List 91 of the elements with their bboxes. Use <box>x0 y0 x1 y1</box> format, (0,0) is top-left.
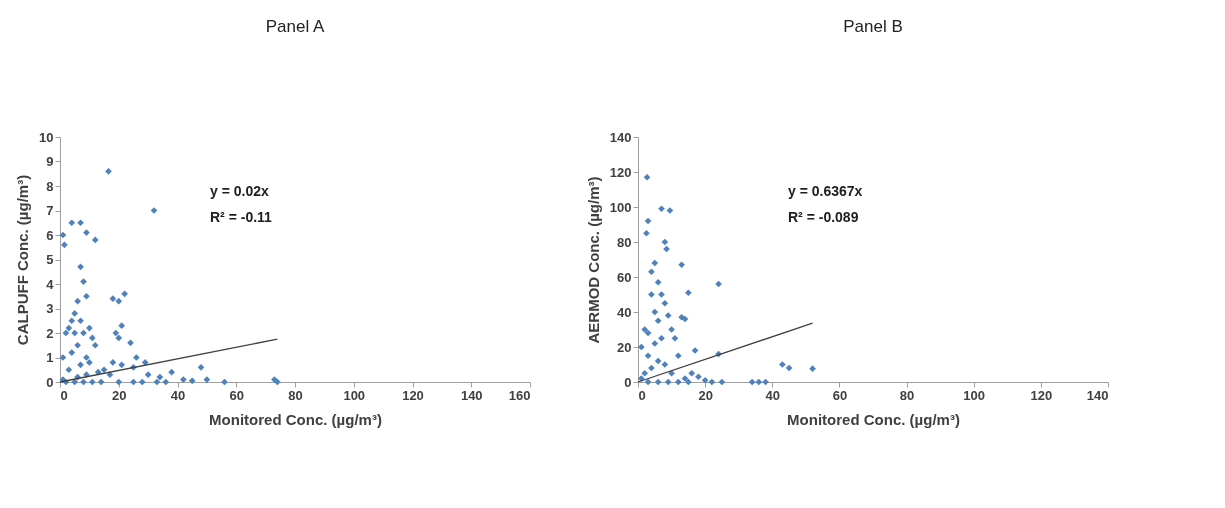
point <box>661 238 669 246</box>
point <box>644 352 652 360</box>
point <box>644 217 652 225</box>
x-tick-label: 100 <box>343 387 366 403</box>
point <box>641 369 649 377</box>
point <box>671 334 679 342</box>
point <box>678 261 685 269</box>
point <box>779 361 786 368</box>
point <box>658 334 665 342</box>
x-tick-label: 0 <box>638 387 646 403</box>
x-axis-title: Monitored Conc. (µg/m³) <box>787 410 960 428</box>
point <box>641 326 649 333</box>
x-tick-label: 80 <box>288 387 303 403</box>
point <box>688 369 696 377</box>
annotation: R² = -0.11 <box>210 209 273 225</box>
point <box>748 378 756 386</box>
x-tick-label: 0 <box>60 387 68 403</box>
point <box>674 378 682 386</box>
y-tick-label: 140 <box>609 129 632 145</box>
point <box>654 378 662 386</box>
point <box>674 352 682 360</box>
point <box>644 329 652 337</box>
point <box>755 378 763 386</box>
point <box>668 369 675 377</box>
x-tick-label: 60 <box>229 387 244 403</box>
x-tick-label: 140 <box>460 387 483 403</box>
y-tick-label: 2 <box>46 325 54 341</box>
annotation: y = 0.6367x <box>788 183 863 199</box>
point <box>644 378 652 386</box>
point <box>658 205 665 213</box>
x-tick-label: 160 <box>508 387 531 403</box>
point <box>664 378 672 386</box>
point <box>643 173 651 181</box>
x-axis-title: Monitored Conc. (µg/m³) <box>209 410 382 428</box>
y-axis-title: AERMOD Conc. (µg/m³) <box>584 176 602 344</box>
y-tick-label: 0 <box>46 374 54 390</box>
point <box>648 268 655 276</box>
y-tick-label: 60 <box>617 269 632 285</box>
point <box>654 278 662 286</box>
point <box>695 373 702 381</box>
x-tick-label: 20 <box>698 387 713 403</box>
point <box>681 315 689 323</box>
y-tick-label: 40 <box>617 304 632 320</box>
chart-title: Panel A <box>265 17 325 36</box>
point <box>661 361 669 368</box>
point <box>654 317 662 325</box>
y-tick-label: 4 <box>46 276 55 292</box>
x-tick-label: 60 <box>832 387 848 403</box>
point <box>643 229 650 237</box>
y-tick-label: 0 <box>624 374 632 390</box>
x-tick-label: 120 <box>402 387 424 403</box>
y-axis-title: CALPUFF Conc. (µg/m³) <box>14 174 32 346</box>
point <box>651 259 659 267</box>
y-tick-label: 8 <box>46 178 54 194</box>
y-tick-label: 7 <box>46 203 54 218</box>
point <box>685 289 692 297</box>
point <box>661 299 669 307</box>
point <box>685 378 692 386</box>
point <box>648 291 655 298</box>
point <box>718 378 726 386</box>
x-tick-label: 100 <box>963 387 986 403</box>
x-tick-label: 40 <box>765 387 781 403</box>
x-tick-label: 80 <box>899 387 915 403</box>
y-tick-label: 6 <box>46 227 54 243</box>
point <box>701 376 709 384</box>
y-tick-label: 120 <box>609 164 632 180</box>
y-tick-label: 80 <box>617 234 632 250</box>
y-tick-label: 100 <box>609 199 632 215</box>
point <box>658 291 665 298</box>
point <box>638 343 645 351</box>
x-tick-label: 120 <box>1030 387 1053 403</box>
y-tick-label: 3 <box>46 301 54 316</box>
y-tick-label: 9 <box>46 154 54 169</box>
point <box>651 340 659 347</box>
point <box>809 365 816 373</box>
y-tick-label: 5 <box>46 252 54 267</box>
point <box>668 326 675 333</box>
annotation: y = 0.02x <box>210 183 269 199</box>
x-tick-label: 140 <box>1086 387 1109 403</box>
x-tick-label: 40 <box>170 387 186 403</box>
annotation: R² = -0.089 <box>788 209 859 225</box>
x-tick-label: 20 <box>112 387 127 403</box>
chart-title: Panel B <box>843 17 903 36</box>
point <box>708 378 716 386</box>
point <box>654 357 662 365</box>
y-tick-label: 20 <box>617 339 632 355</box>
y-tick-label: 10 <box>39 129 54 145</box>
point <box>785 364 793 372</box>
y-tick-label: 1 <box>46 350 54 365</box>
point <box>651 308 659 316</box>
point <box>664 312 672 319</box>
